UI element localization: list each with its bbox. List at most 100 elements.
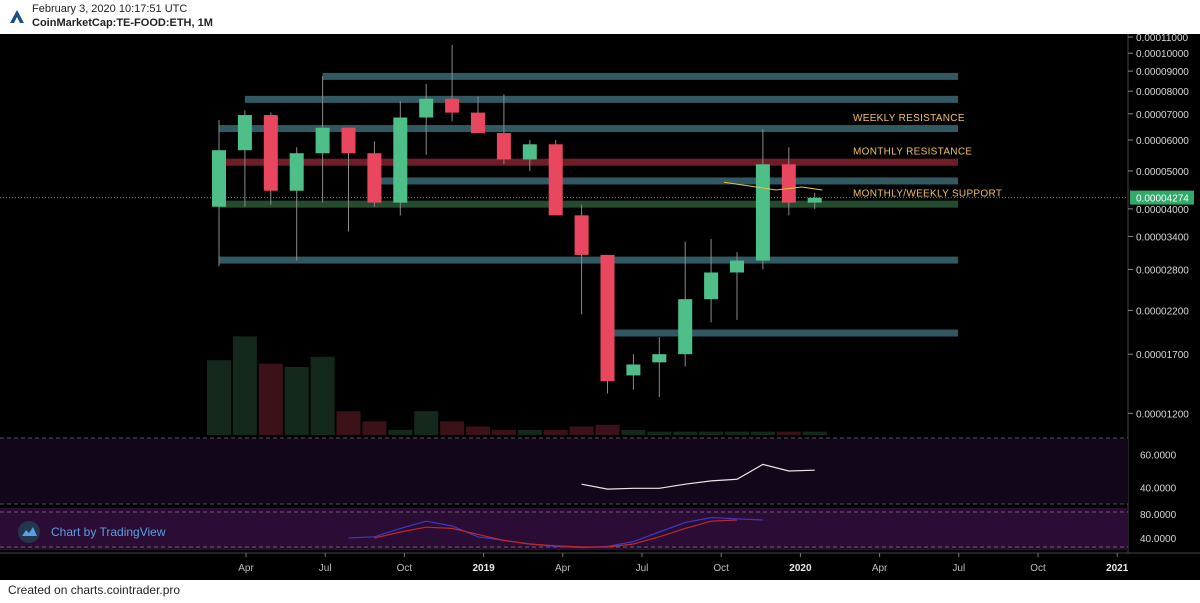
price-tick-label: 0.00009000: [1136, 67, 1189, 78]
volume-bar: [621, 429, 646, 435]
candle-body: [445, 98, 460, 113]
tradingview-icon: [18, 521, 40, 543]
volume-bar: [543, 429, 568, 435]
oscillator-2-background: [0, 508, 1128, 550]
oscillator-1-tick-label: 40.0000: [1140, 484, 1177, 495]
footer-credit: Created on charts.cointrader.pro: [8, 583, 181, 597]
volume-bar: [310, 356, 335, 435]
chart-header: February 3, 2020 10:17:51 UTC CoinMarket…: [0, 0, 1200, 34]
level-band: [219, 125, 958, 133]
time-tick-label: Apr: [238, 563, 254, 574]
price-tick-label: 0.00010000: [1136, 49, 1189, 60]
oscillator-2-tick-label: 40.0000: [1140, 534, 1177, 545]
time-tick-label: 2021: [1106, 563, 1129, 574]
candle-body: [548, 144, 563, 216]
volume-bar: [517, 429, 542, 435]
candle-body: [263, 115, 278, 191]
oscillator-2-tick-label: 80.0000: [1140, 510, 1177, 521]
annotation-label: MONTHLY/WEEKLY SUPPORT: [853, 189, 1002, 200]
volume-bar: [258, 363, 283, 435]
price-tick-label: 0.00007000: [1136, 110, 1189, 121]
oscillator-pane-2: 80.0000 40.0000: [0, 508, 1177, 550]
chart-symbol: CoinMarketCap:TE-FOOD:ETH, 1M: [32, 17, 213, 29]
volume-bar: [802, 431, 827, 435]
yellow-line: [723, 181, 823, 191]
candle-body: [367, 153, 382, 203]
price-tick-label: 0.00001700: [1136, 350, 1189, 361]
level-band: [374, 177, 958, 185]
price-tick-label: 0.00002800: [1136, 265, 1189, 276]
time-axis-background: [0, 553, 1200, 580]
candle-body: [652, 354, 667, 363]
level-band: [322, 72, 959, 80]
annotations: WEEKLY RESISTANCE MONTHLY RESISTANCE MONTH…: [853, 113, 1002, 200]
volume-bar: [776, 431, 801, 435]
price-tick-label: 0.00008000: [1136, 87, 1189, 98]
oscillator-pane-1: 60.0000 40.0000: [0, 437, 1177, 505]
candle-body: [522, 144, 537, 160]
candles: [212, 44, 822, 398]
price-tick-label: 0.00011000: [1136, 34, 1189, 44]
annotation-label: WEEKLY RESISTANCE: [853, 113, 965, 124]
time-axis: Apr Jul Oct 2019 Apr Jul Oct 2020 Apr Jul Oct 2021: [0, 552, 1200, 580]
candle-body: [678, 299, 693, 355]
price-tick-label: 0.00001200: [1136, 409, 1189, 420]
volume-bar: [414, 411, 439, 435]
time-tick-label: Oct: [713, 563, 729, 574]
candle-body: [574, 215, 589, 255]
price-tick-label: 0.00002200: [1136, 306, 1189, 317]
candle-body: [419, 98, 434, 118]
level-band: [219, 256, 958, 264]
time-tick-label: 2019: [472, 563, 495, 574]
candle-body: [393, 117, 408, 203]
price-axis: 0.00011000 0.00010000 0.00009000 0.00008000…: [1127, 34, 1194, 580]
candle-body: [237, 115, 252, 151]
volume-bar: [466, 426, 490, 435]
yellow-line-path: [723, 181, 823, 191]
time-tick-label: Oct: [1030, 563, 1046, 574]
time-tick-label: Apr: [555, 563, 571, 574]
horizontal-levels: [0, 72, 1128, 337]
last-price-tag: [1130, 190, 1194, 205]
level-band: [607, 329, 958, 337]
level-band: [219, 200, 958, 208]
candle-body: [755, 164, 770, 261]
volume-bar: [362, 421, 387, 435]
time-tick-label: 2020: [789, 563, 812, 574]
candle-body: [730, 260, 744, 273]
annotation-label: MONTHLY RESISTANCE: [853, 147, 972, 158]
volume-bar: [284, 367, 309, 435]
volume-bar: [207, 360, 231, 435]
volume-bar: [491, 429, 516, 435]
chart-timestamp: February 3, 2020 10:17:51 UTC: [32, 3, 188, 15]
candle-body: [289, 153, 304, 191]
price-tick-label: 0.00005000: [1136, 167, 1189, 178]
time-tick-label: Jul: [952, 563, 965, 574]
time-tick-label: Jul: [636, 563, 649, 574]
candle-body: [626, 364, 641, 376]
candle-body: [212, 150, 226, 207]
candle-body: [496, 133, 511, 160]
tradingview-badge[interactable]: Chart by TradingView: [18, 521, 166, 543]
candle-body: [704, 272, 719, 300]
time-tick-label: Jul: [319, 563, 332, 574]
volume-bar: [673, 431, 698, 435]
last-price-label: 0.00004274: [1136, 194, 1189, 205]
cointrader-logo-icon: [10, 10, 24, 23]
oscillator-1-background: [0, 438, 1128, 504]
volume-bar: [440, 421, 465, 435]
chart-canvas[interactable]: WEEKLY RESISTANCE MONTHLY RESISTANCE MONTH…: [0, 34, 1200, 580]
tradingview-label: Chart by TradingView: [51, 525, 166, 539]
volume-bar: [569, 426, 594, 435]
volume-bar: [595, 424, 620, 435]
price-tick-label: 0.00004000: [1136, 205, 1189, 216]
time-tick-label: Apr: [872, 563, 888, 574]
oscillator-2-line: [374, 519, 738, 548]
level-band: [219, 158, 958, 166]
candle-body: [600, 254, 615, 382]
level-band: [244, 95, 958, 103]
candle-body: [341, 127, 356, 154]
tradingview-cloud-icon: [22, 527, 37, 536]
oscillator-1-tick-label: 60.0000: [1140, 451, 1177, 462]
volume-bar: [725, 431, 749, 435]
